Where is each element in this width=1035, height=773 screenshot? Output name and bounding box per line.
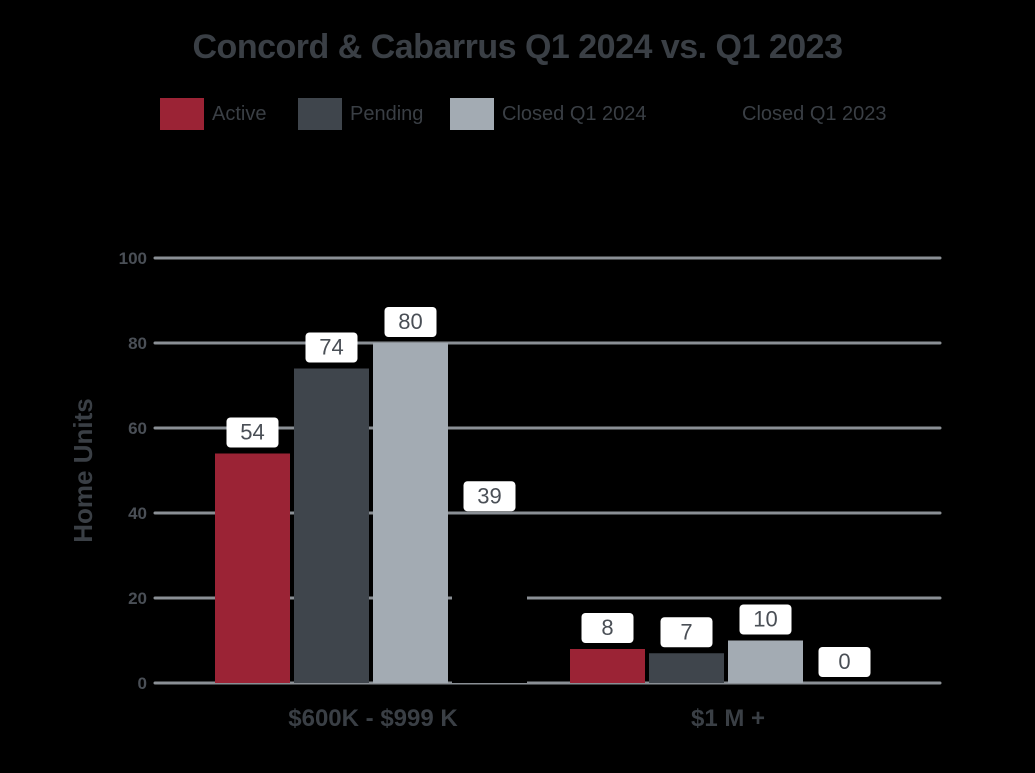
data-label-box <box>818 647 871 677</box>
y-axis-label: Home Units <box>68 398 98 542</box>
data-label: 8 <box>601 615 613 640</box>
data-label-box <box>384 307 437 337</box>
y-tick-label: 60 <box>128 419 147 438</box>
bar <box>570 649 645 683</box>
data-label: 80 <box>398 309 422 334</box>
bar <box>452 517 527 683</box>
data-label: 0 <box>838 649 850 674</box>
data-label: 7 <box>680 619 692 644</box>
data-label-box <box>226 417 279 448</box>
data-label: 74 <box>319 335 343 360</box>
legend-label: Pending <box>350 102 424 125</box>
y-tick-label: 0 <box>138 674 147 693</box>
data-label: 10 <box>753 607 777 632</box>
y-tick-label: 80 <box>128 334 147 353</box>
legend-item: Active <box>160 96 266 132</box>
legend-label: Active <box>212 102 267 125</box>
legend-item: Closed Q1 2023 <box>690 96 887 132</box>
legend-swatch <box>450 98 494 130</box>
bar <box>294 368 369 683</box>
chart-title: Concord & Cabarrus Q1 2024 vs. Q1 2023 <box>192 28 843 66</box>
legend-swatch <box>298 98 342 130</box>
legend-label: Closed Q1 2023 <box>742 102 887 125</box>
bar <box>215 453 290 683</box>
data-label-box <box>463 481 516 512</box>
legend-swatch <box>160 98 204 130</box>
legend-item: Closed Q1 2024 <box>450 96 647 132</box>
data-label-box <box>581 613 634 643</box>
legend: Active Pending Closed Q1 2024 Closed Q1 202… <box>0 96 1035 136</box>
y-tick-label: 100 <box>119 249 147 268</box>
legend-label: Closed Q1 2024 <box>502 102 647 125</box>
data-label: 54 <box>240 420 264 445</box>
legend-swatch <box>690 98 734 130</box>
y-tick-label: 20 <box>128 589 147 608</box>
data-label-box <box>739 604 792 635</box>
data-label-box <box>660 617 713 648</box>
data-label: 39 <box>477 483 501 508</box>
bar <box>728 640 803 683</box>
category-label: $1 M + <box>691 705 765 732</box>
y-tick-label: 40 <box>128 504 147 523</box>
bar <box>373 343 448 683</box>
data-label-box <box>305 332 358 363</box>
category-label: $600K - $999 K <box>288 705 458 732</box>
bar <box>649 653 724 683</box>
legend-item: Pending <box>298 96 423 132</box>
